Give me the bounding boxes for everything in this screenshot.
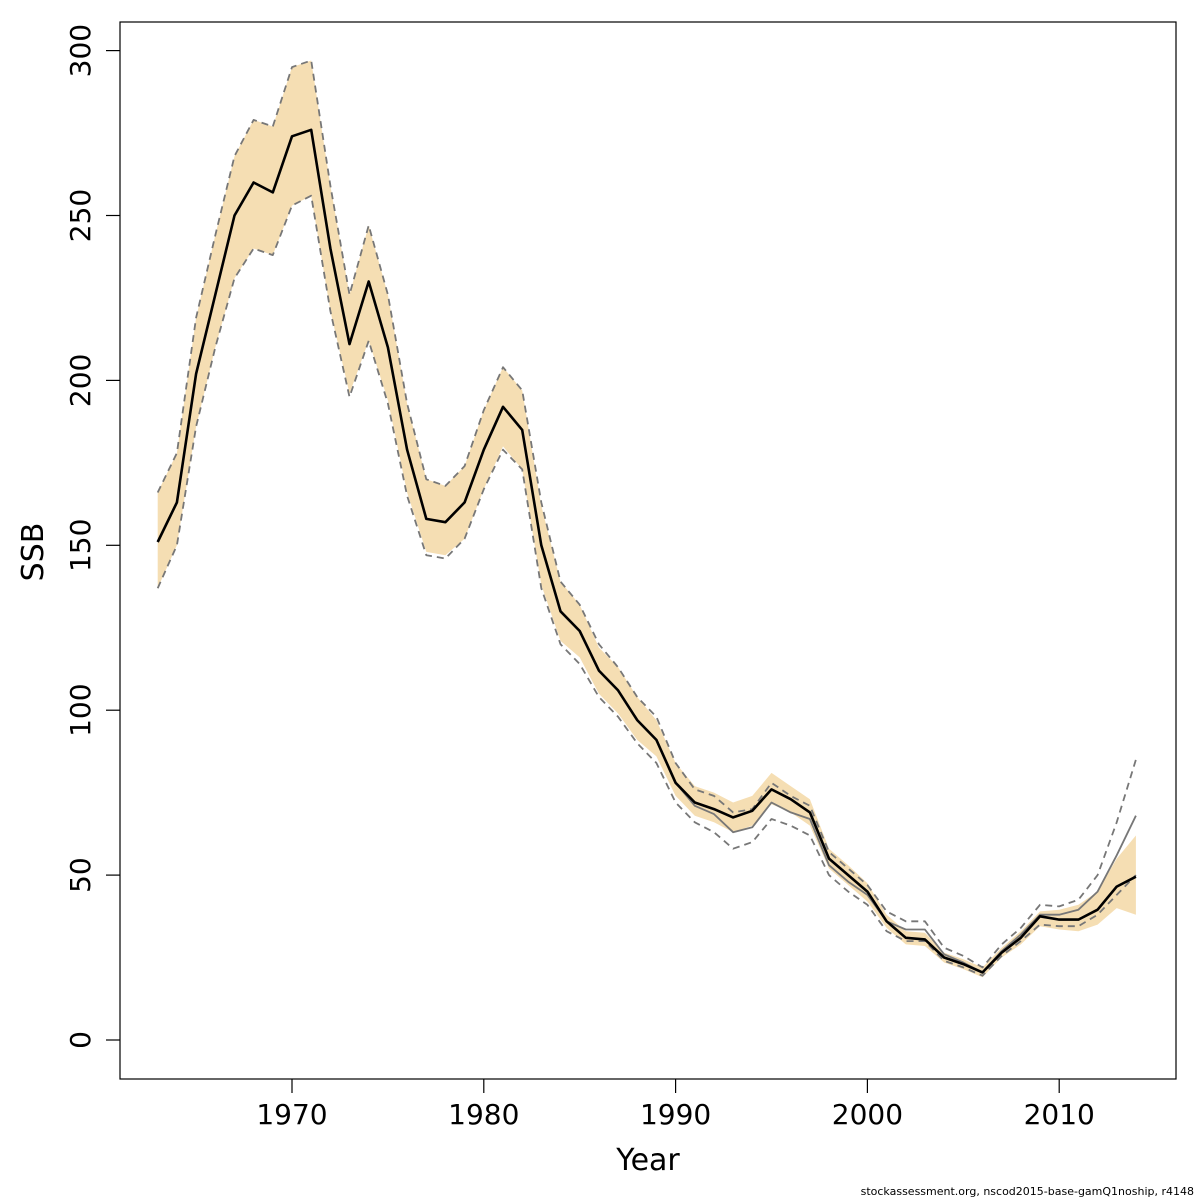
x-tick-label: 1980: [448, 1098, 519, 1131]
x-tick-label: 2000: [832, 1098, 903, 1131]
confidence-band: [157, 60, 1136, 978]
previous-estimate-line: [156, 128, 1137, 974]
previous-ci-upper-line: [156, 59, 1137, 969]
estimate-line: [156, 128, 1137, 974]
y-axis-title: SSB: [16, 523, 51, 582]
y-tick-label: 100: [64, 683, 97, 736]
source-footnote: stockassessment.org, nscod2015-base-gamQ…: [860, 1185, 1194, 1198]
x-tick-label: 2010: [1024, 1098, 1095, 1131]
plot-frame: [119, 21, 1177, 1080]
x-axis: 1970 1980 1990 2000 2010: [256, 1079, 1095, 1131]
confidence-band-layer: [157, 60, 1136, 978]
y-axis: 0 50 100 150 200 250 300: [64, 24, 120, 1049]
x-tick-label: 1970: [256, 1098, 327, 1131]
series-line-layer: [156, 59, 1137, 977]
y-tick-label: 150: [64, 519, 97, 572]
x-tick-label: 1990: [640, 1098, 711, 1131]
previous-ci-lower-line: [156, 194, 1137, 977]
y-tick-label: 50: [64, 857, 97, 893]
y-tick-label: 250: [64, 189, 97, 242]
x-axis-title: Year: [615, 1143, 680, 1178]
y-tick-label: 0: [64, 1031, 97, 1049]
y-tick-label: 200: [64, 354, 97, 407]
y-tick-label: 300: [64, 24, 97, 77]
